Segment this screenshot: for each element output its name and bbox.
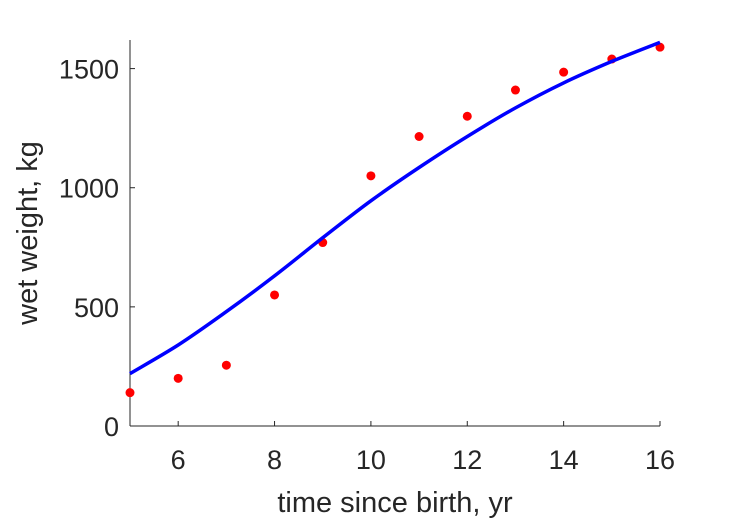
plot-area [125,40,665,398]
data-point [173,373,183,383]
data-point [559,67,569,77]
x-axis-label: time since birth, yr [277,487,513,519]
y-tick-label: 0 [104,412,119,442]
y-tick-label: 1500 [59,55,119,85]
y-axis-label: wet weight, kg [12,141,44,326]
x-tick-label: 6 [171,445,186,475]
data-point [510,85,520,95]
axes: 6 8 10 12 14 16 0 500 1000 1500 [59,40,675,475]
data-point [462,111,472,121]
y-tick-label: 1000 [59,174,119,204]
data-point [270,290,280,300]
data-point [221,360,231,370]
data-point [125,388,135,398]
fit-curve-line [129,40,661,376]
data-point [414,132,424,141]
data-point [366,171,376,181]
x-tick-label: 14 [549,445,579,475]
x-tick-label: 16 [645,445,675,475]
y-tick-label: 500 [74,293,119,323]
x-tick-label: 10 [356,445,386,475]
x-tick-label: 8 [267,445,282,475]
x-tick-label: 12 [452,445,482,475]
